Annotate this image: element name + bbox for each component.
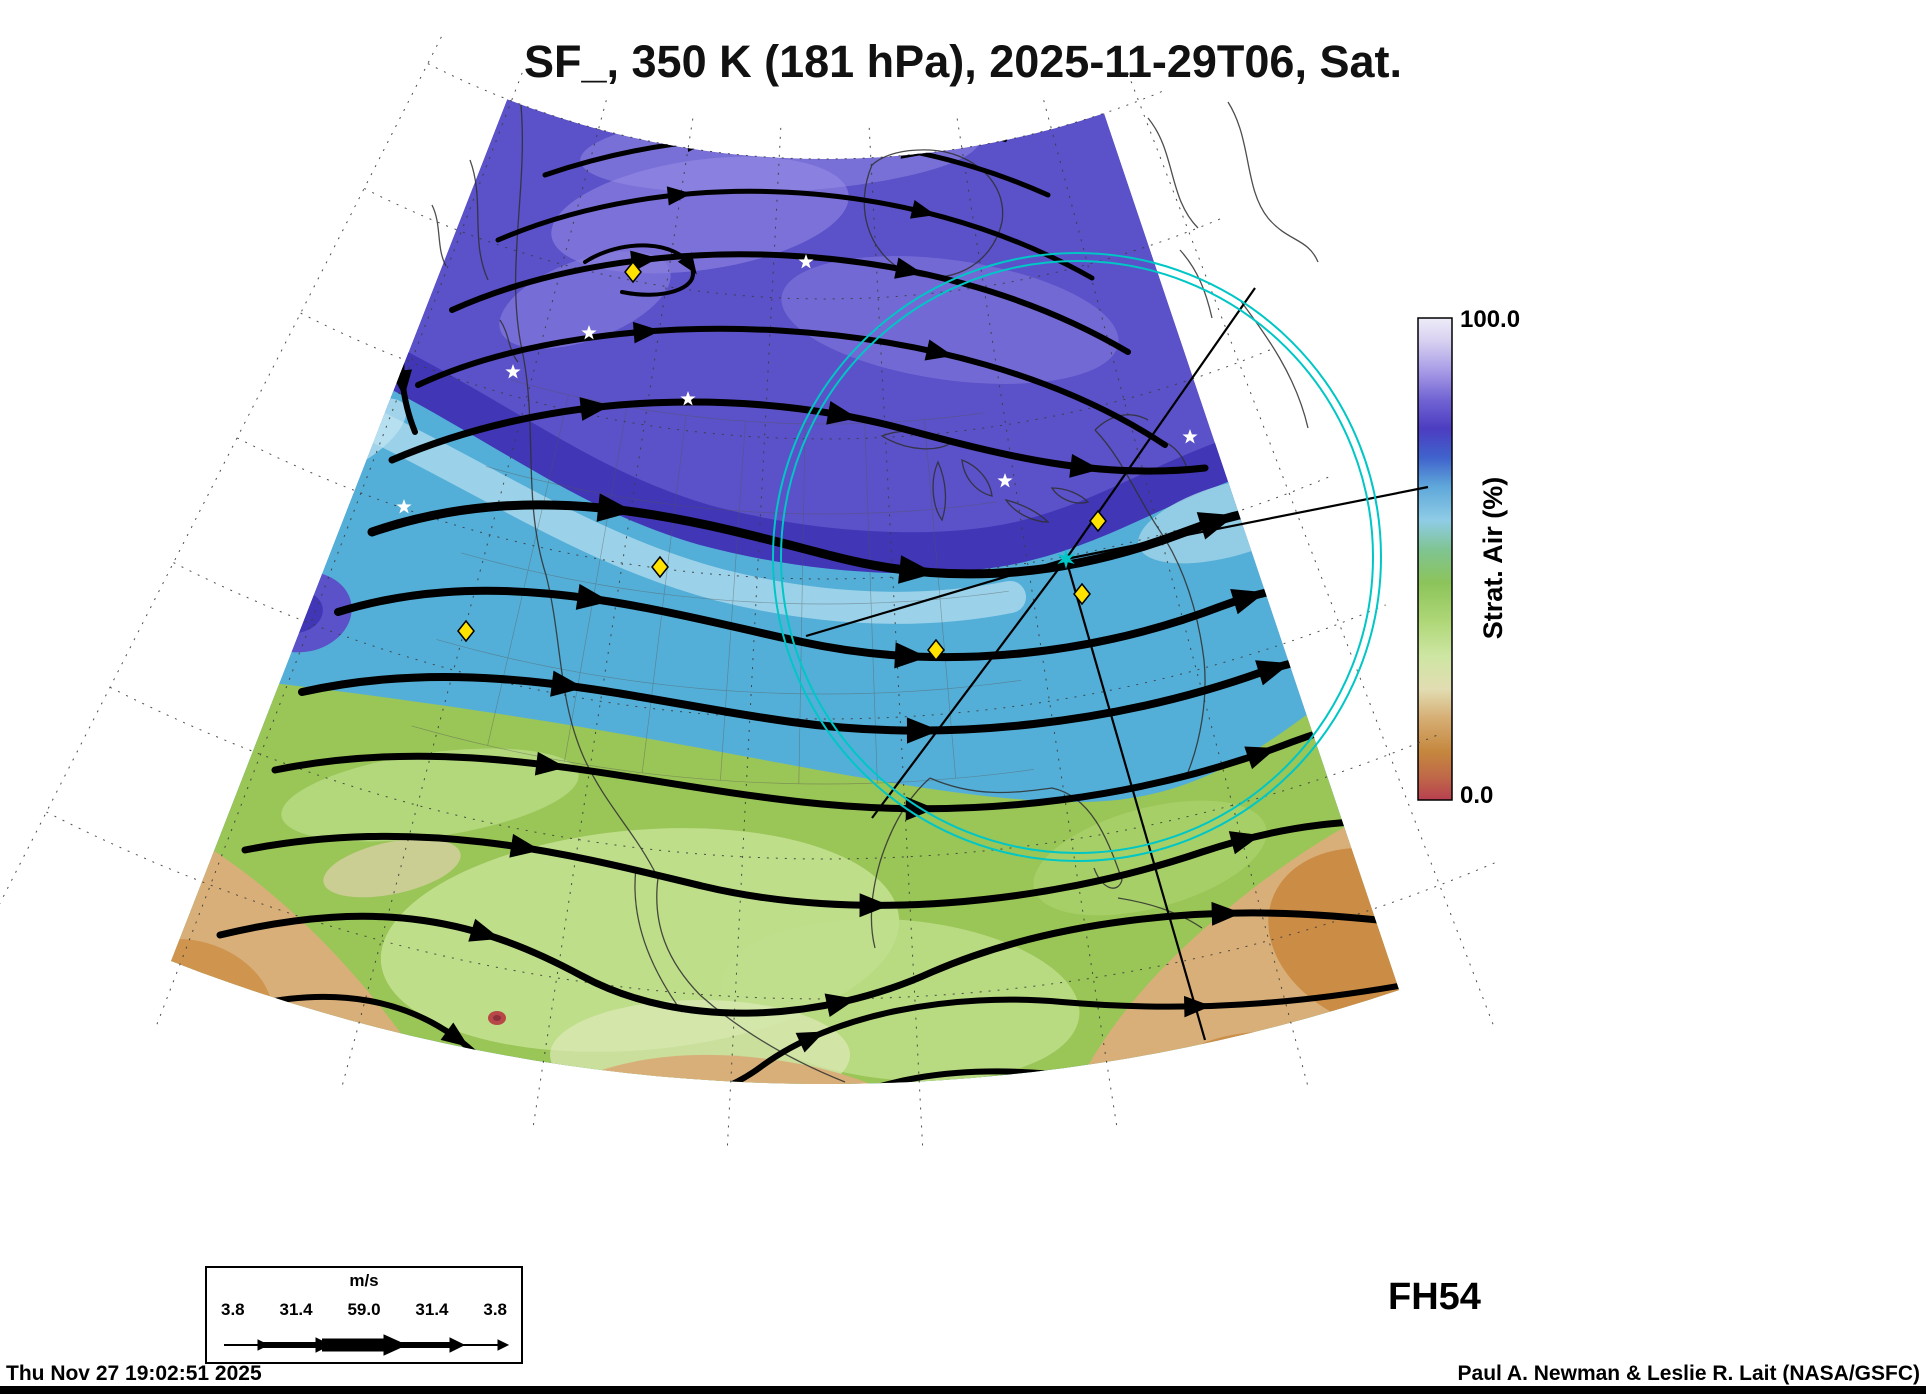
white-star-marker-icon xyxy=(581,325,597,340)
wind-legend-value: 59.0 xyxy=(347,1300,381,1319)
yellow-diamond-marker-icon xyxy=(457,619,475,643)
flow-arrowhead-icon xyxy=(894,257,923,279)
coastlines xyxy=(431,101,1319,1083)
range-center-star-icon xyxy=(1057,549,1075,569)
flow-arrowhead-icon xyxy=(468,918,501,942)
white-star-marker-icon xyxy=(505,364,521,379)
flow-arrowhead-icon xyxy=(596,493,634,522)
white-star-marker-icon xyxy=(997,473,1013,488)
generation-timestamp: Thu Nov 27 19:02:51 2025 xyxy=(6,1362,262,1385)
flow-arrowhead-icon xyxy=(808,1091,842,1122)
flow-arrowhead-icon xyxy=(534,751,567,776)
flow-arrowhead-icon xyxy=(440,1022,469,1048)
range-circle-outer xyxy=(772,252,1382,862)
flow-arrowhead-icon xyxy=(795,99,818,111)
flow-arrowhead-icon xyxy=(826,401,858,425)
wind-speed-legend: m/s 3.8 31.4 59.0 31.4 3.8 xyxy=(205,1266,523,1364)
yellow-diamond-marker-icon xyxy=(624,260,642,284)
white-star-marker-icon xyxy=(1239,448,1255,463)
wind-legend-unit: m/s xyxy=(349,1271,379,1290)
forecast-hour-label: FH54 xyxy=(1388,1276,1481,1318)
flow-arrowhead-icon xyxy=(1244,746,1277,770)
azimuth-line xyxy=(805,557,1067,638)
flow-arrowhead-icon xyxy=(575,583,611,610)
flow-arrowhead-icon xyxy=(1069,453,1101,478)
flow-arrowhead-icon xyxy=(1205,1072,1233,1084)
white-star-marker-icon xyxy=(1182,429,1198,444)
flow-arrowhead-icon xyxy=(1255,660,1291,686)
flow-arrowhead-icon xyxy=(1196,512,1236,540)
flow-arrowhead-icon xyxy=(1211,901,1242,926)
credit-text: Paul A. Newman & Leslie R. Lait (NASA/GS… xyxy=(1457,1362,1920,1385)
graticule xyxy=(0,36,1496,1147)
yellow-diamond-marker-icon xyxy=(651,555,669,579)
flow-arrowhead-icon xyxy=(1184,995,1212,1018)
flow-arrowhead-icon xyxy=(824,993,857,1017)
flow-arrowhead-icon xyxy=(924,339,954,361)
flow-arrowhead-icon xyxy=(632,321,661,344)
wind-legend-value: 3.8 xyxy=(483,1300,507,1319)
flow-arrowhead-icon xyxy=(677,252,697,275)
flow-arrowhead-icon xyxy=(906,717,940,744)
flow-arrowhead-icon xyxy=(579,397,611,421)
white-star-marker-icon xyxy=(680,391,696,406)
colorbar-max-label: 100.0 xyxy=(1460,306,1520,333)
flow-arrowhead-icon xyxy=(1230,589,1266,615)
wind-legend-values: 3.8 31.4 59.0 31.4 3.8 xyxy=(221,1300,507,1320)
flow-arrowhead-icon xyxy=(1228,831,1261,855)
wind-legend-value: 31.4 xyxy=(279,1300,313,1319)
flow-arrowhead-icon xyxy=(859,893,890,918)
flow-arrowhead-icon xyxy=(894,642,928,669)
yellow-diamond-marker-icon xyxy=(1073,582,1091,606)
flow-arrowhead-icon xyxy=(666,186,692,206)
colorbar-axis-label: Strat. Air (%) xyxy=(1478,477,1508,640)
flow-arrowhead-icon xyxy=(795,1031,825,1053)
flow-arrowhead-icon xyxy=(898,555,936,584)
range-circle xyxy=(780,260,1374,854)
bottom-divider-bar xyxy=(0,1386,1926,1394)
flow-arrowhead-icon xyxy=(1253,1118,1284,1145)
yellow-diamond-marker-icon xyxy=(1089,509,1107,533)
flow-arrowhead-icon xyxy=(509,833,541,858)
analysis-overlay xyxy=(396,252,1429,1041)
white-star-marker-icon xyxy=(396,499,412,514)
flow-arrowhead-icon xyxy=(550,670,585,697)
colorbar-min-label: 0.0 xyxy=(1460,782,1493,809)
flow-arrowhead-icon xyxy=(910,199,936,219)
streamline-arrows xyxy=(390,99,1291,1145)
flow-arrowhead-icon xyxy=(686,132,712,152)
page-title: SF_, 350 K (181 hPa), 2025-11-29T06, Sat… xyxy=(524,36,1402,87)
azimuth-line xyxy=(1064,558,1207,1041)
yellow-diamond-marker-icon xyxy=(927,638,945,662)
wind-scale-arrow-icon xyxy=(224,1334,510,1356)
map-color-bands xyxy=(171,99,1400,1084)
white-star-marker-icon xyxy=(798,254,814,269)
wind-legend-value: 31.4 xyxy=(415,1300,449,1319)
colorbar xyxy=(1417,317,1453,801)
wind-legend-value: 3.8 xyxy=(221,1300,245,1319)
azimuth-line xyxy=(871,558,1067,819)
